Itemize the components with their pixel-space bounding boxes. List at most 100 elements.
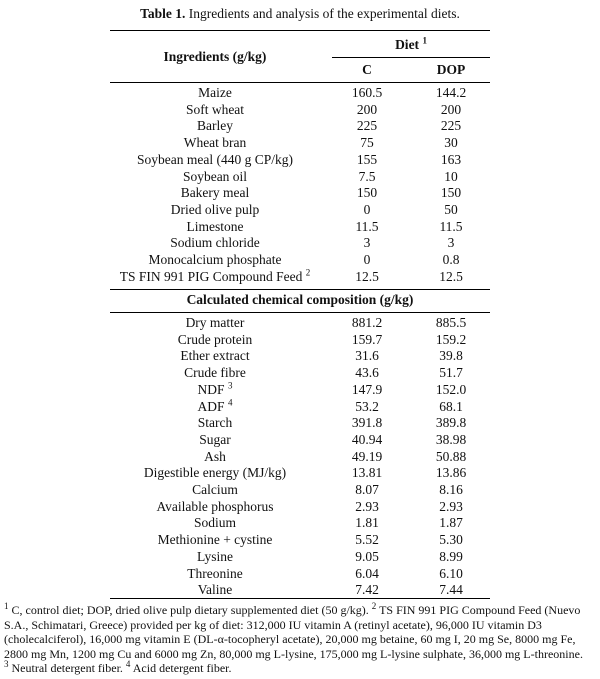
row-name: Sodium — [193, 515, 236, 531]
row-value-c: 0 — [363, 252, 371, 267]
row-name: Sugar — [199, 431, 231, 447]
row-value-c: 53.2 — [355, 398, 379, 414]
row-name: Calcium — [192, 482, 238, 497]
row-value-c: 13.81 — [351, 465, 383, 481]
row-value-dop: 0.8 — [442, 252, 460, 267]
row-name: Available phosphorus — [156, 498, 274, 514]
row-value-c: 2.93 — [355, 498, 379, 514]
row-value-dop: 1.87 — [439, 515, 463, 531]
row-value-dop: 38.98 — [435, 431, 467, 447]
row-value-c: 43.6 — [355, 365, 379, 381]
row-name: Dried olive pulp — [170, 201, 260, 217]
row-value-dop: 13.86 — [435, 465, 467, 481]
header-col-dop: DOP — [436, 62, 466, 77]
diet-underline — [332, 57, 490, 58]
row-name: Monocalcium phosphate — [148, 252, 282, 267]
row-value-c: 147.9 — [351, 381, 383, 397]
row-value-dop: 7.44 — [439, 582, 463, 598]
row-value-dop: 5.30 — [439, 532, 463, 548]
table-title: Ingredients and analysis of the experime… — [188, 6, 460, 21]
row-value-c: 7.5 — [358, 168, 376, 184]
row-name: Soybean oil — [182, 168, 248, 184]
row-value-c: 49.19 — [351, 448, 383, 464]
row-value-c: 0 — [363, 201, 371, 217]
row-name: ADF 4 — [197, 397, 233, 414]
table-caption: Table 1. Ingredients and analysis of the… — [0, 6, 600, 22]
row-value-c: 6.04 — [355, 565, 379, 581]
footnote-1: 1 C, control diet; DOP, dried olive pulp… — [4, 601, 583, 661]
row-value-dop: 10 — [444, 168, 458, 184]
row-value-c: 12.5 — [355, 268, 379, 284]
row-value-dop: 159.2 — [435, 331, 467, 347]
row-value-c: 1.81 — [355, 515, 379, 531]
row-name: Wheat bran — [183, 135, 247, 151]
footnotes: 1 C, control diet; DOP, dried olive pulp… — [4, 601, 598, 676]
header-rule — [110, 82, 490, 83]
row-name: Dry matter — [185, 315, 245, 330]
row-value-dop: 163 — [440, 151, 462, 167]
row-value-dop: 152.0 — [435, 381, 467, 397]
header-col-c: C — [362, 62, 372, 77]
row-name: Soybean meal (440 g CP/kg) — [137, 151, 293, 167]
row-name: Lysine — [197, 548, 233, 564]
bottom-rule — [110, 598, 490, 599]
row-name: TS FIN 991 PIG Compound Feed 2 — [119, 267, 311, 284]
row-value-dop: 50 — [444, 201, 458, 217]
row-name: Digestible energy (MJ/kg) — [143, 465, 287, 481]
row-value-c: 225 — [356, 118, 378, 134]
row-value-dop: 6.10 — [439, 565, 463, 581]
section-rule-top — [110, 289, 490, 290]
row-value-dop: 389.8 — [435, 415, 467, 431]
row-name: Sodium chloride — [170, 235, 260, 251]
row-value-dop: 12.5 — [439, 268, 463, 284]
row-value-dop: 11.5 — [439, 218, 463, 234]
row-value-c: 40.94 — [351, 431, 383, 447]
row-value-c: 200 — [356, 101, 378, 117]
row-value-c: 7.42 — [355, 582, 379, 598]
row-value-dop: 39.8 — [439, 348, 463, 364]
row-name: Bakery meal — [180, 185, 250, 201]
row-value-c: 5.52 — [355, 532, 379, 548]
row-value-c: 159.7 — [351, 331, 383, 347]
top-rule — [110, 30, 490, 31]
row-value-dop: 150 — [440, 185, 462, 201]
row-value-c: 11.5 — [355, 218, 379, 234]
row-name: Threonine — [187, 565, 243, 581]
row-value-dop: 51.7 — [439, 365, 463, 381]
row-value-c: 391.8 — [351, 415, 383, 431]
row-name: Barley — [197, 118, 233, 134]
row-name: Ether extract — [180, 348, 250, 364]
row-value-c: 9.05 — [355, 548, 379, 564]
row-value-dop: 30 — [444, 135, 458, 151]
header-ingredients: Ingredients (g/kg) — [163, 49, 267, 64]
row-value-dop: 8.99 — [439, 548, 463, 564]
row-value-dop: 3 — [447, 235, 455, 251]
row-name: Crude protein — [177, 331, 253, 347]
row-value-dop: 50.88 — [435, 448, 467, 464]
row-name: Valine — [197, 582, 233, 598]
row-name: Soft wheat — [185, 101, 245, 117]
section-rule-bottom — [110, 312, 490, 313]
row-value-c: 150 — [356, 185, 378, 201]
section2-title: Calculated chemical composition (g/kg) — [186, 292, 414, 307]
row-name: Crude fibre — [184, 365, 246, 381]
row-value-dop: 144.2 — [435, 85, 467, 100]
row-value-c: 160.5 — [351, 85, 383, 100]
row-value-c: 155 — [356, 151, 378, 167]
row-name: Starch — [197, 415, 233, 431]
row-value-dop: 225 — [440, 118, 462, 134]
row-name: Methionine + cystine — [157, 532, 273, 548]
row-value-dop: 68.1 — [439, 398, 463, 414]
row-name: Ash — [204, 448, 226, 464]
row-value-dop: 885.5 — [435, 315, 467, 330]
row-name: NDF 3 — [197, 380, 233, 397]
row-value-c: 8.07 — [355, 482, 379, 497]
row-value-c: 3 — [363, 235, 371, 251]
row-value-c: 31.6 — [355, 348, 379, 364]
row-value-dop: 8.16 — [439, 482, 463, 497]
header-diet: Diet 1 — [395, 35, 427, 52]
row-name: Maize — [198, 85, 232, 100]
row-name: Limestone — [186, 218, 244, 234]
row-value-c: 881.2 — [351, 315, 383, 330]
row-value-dop: 2.93 — [439, 498, 463, 514]
